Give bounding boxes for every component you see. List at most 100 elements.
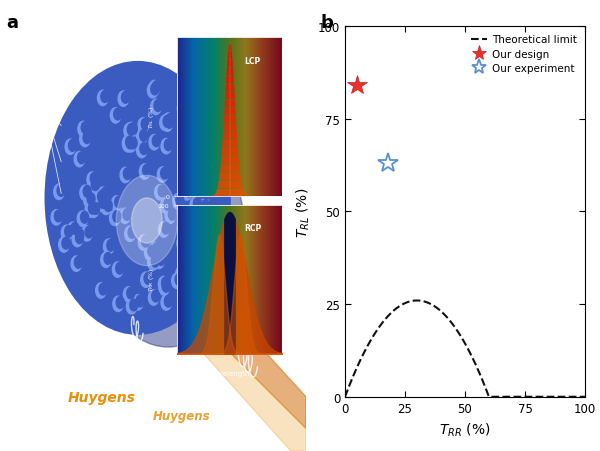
- Circle shape: [172, 273, 182, 289]
- Circle shape: [183, 277, 191, 289]
- Circle shape: [180, 236, 188, 248]
- Circle shape: [157, 167, 168, 183]
- Polygon shape: [144, 207, 306, 428]
- Circle shape: [104, 200, 112, 212]
- Circle shape: [99, 284, 107, 295]
- Circle shape: [122, 136, 133, 152]
- Legend: Theoretical limit, Our design, Our experiment: Theoretical limit, Our design, Our exper…: [468, 32, 580, 77]
- Circle shape: [99, 191, 107, 202]
- Circle shape: [68, 222, 78, 238]
- Circle shape: [175, 274, 183, 285]
- Circle shape: [193, 198, 202, 210]
- Circle shape: [115, 197, 123, 208]
- Circle shape: [73, 229, 83, 244]
- Circle shape: [160, 116, 170, 131]
- Circle shape: [189, 128, 197, 139]
- Circle shape: [181, 185, 192, 201]
- Circle shape: [149, 135, 160, 151]
- Circle shape: [139, 165, 150, 180]
- Circle shape: [152, 136, 160, 147]
- Circle shape: [90, 173, 98, 185]
- Circle shape: [166, 114, 175, 126]
- Circle shape: [85, 227, 93, 239]
- Circle shape: [110, 109, 121, 124]
- Circle shape: [184, 208, 194, 224]
- Text: Huygens: Huygens: [153, 410, 211, 423]
- Circle shape: [127, 287, 135, 299]
- Circle shape: [130, 299, 138, 311]
- Circle shape: [133, 295, 143, 310]
- Circle shape: [144, 273, 152, 285]
- Circle shape: [181, 102, 188, 114]
- Circle shape: [148, 246, 156, 258]
- Circle shape: [112, 196, 122, 212]
- Circle shape: [61, 226, 72, 241]
- Circle shape: [114, 109, 122, 121]
- Circle shape: [136, 295, 144, 307]
- Circle shape: [162, 281, 170, 292]
- Circle shape: [101, 253, 111, 268]
- Circle shape: [46, 63, 229, 334]
- Circle shape: [152, 290, 160, 302]
- Circle shape: [137, 143, 147, 158]
- Circle shape: [87, 193, 95, 205]
- Circle shape: [109, 211, 120, 226]
- Circle shape: [87, 173, 97, 188]
- Circle shape: [187, 171, 197, 186]
- Circle shape: [95, 283, 106, 299]
- Circle shape: [154, 253, 164, 269]
- Circle shape: [74, 152, 85, 167]
- Circle shape: [120, 168, 130, 183]
- Text: Wavelength: Wavelength: [209, 213, 250, 219]
- Circle shape: [91, 179, 99, 191]
- Circle shape: [161, 168, 169, 179]
- Circle shape: [148, 290, 159, 305]
- Circle shape: [116, 263, 124, 275]
- Circle shape: [125, 137, 134, 148]
- Circle shape: [138, 119, 148, 134]
- Circle shape: [203, 201, 214, 216]
- Circle shape: [129, 138, 137, 150]
- Circle shape: [124, 287, 134, 302]
- Circle shape: [190, 171, 198, 183]
- Text: Huygens: Huygens: [12, 91, 63, 101]
- Circle shape: [88, 202, 99, 218]
- Circle shape: [65, 226, 73, 238]
- Y-axis label: $T_{RL}$ (%): $T_{RL}$ (%): [295, 187, 313, 237]
- Circle shape: [151, 100, 161, 115]
- Circle shape: [101, 200, 111, 215]
- Circle shape: [190, 272, 200, 287]
- Circle shape: [149, 243, 160, 258]
- Circle shape: [124, 168, 131, 180]
- Circle shape: [152, 82, 160, 93]
- Circle shape: [123, 138, 133, 153]
- Circle shape: [211, 147, 219, 158]
- Circle shape: [77, 212, 88, 227]
- Circle shape: [74, 257, 82, 269]
- Circle shape: [188, 209, 196, 221]
- Circle shape: [208, 146, 218, 161]
- Circle shape: [84, 193, 94, 208]
- Circle shape: [138, 235, 149, 251]
- Text: RCP: RCP: [244, 223, 261, 232]
- Circle shape: [68, 140, 76, 152]
- Circle shape: [159, 280, 169, 295]
- Circle shape: [92, 203, 100, 215]
- Circle shape: [153, 243, 161, 255]
- Circle shape: [126, 138, 136, 153]
- Circle shape: [166, 117, 173, 129]
- Circle shape: [162, 223, 170, 235]
- Circle shape: [130, 124, 137, 135]
- Circle shape: [94, 191, 104, 206]
- Circle shape: [78, 122, 88, 138]
- Circle shape: [85, 202, 95, 218]
- Circle shape: [127, 299, 137, 314]
- Circle shape: [202, 219, 213, 235]
- Circle shape: [98, 191, 106, 203]
- Circle shape: [121, 92, 130, 104]
- Circle shape: [51, 210, 61, 226]
- Text: Wavelength: Wavelength: [209, 370, 250, 376]
- Circle shape: [178, 101, 188, 117]
- Circle shape: [80, 212, 89, 224]
- Circle shape: [161, 139, 172, 154]
